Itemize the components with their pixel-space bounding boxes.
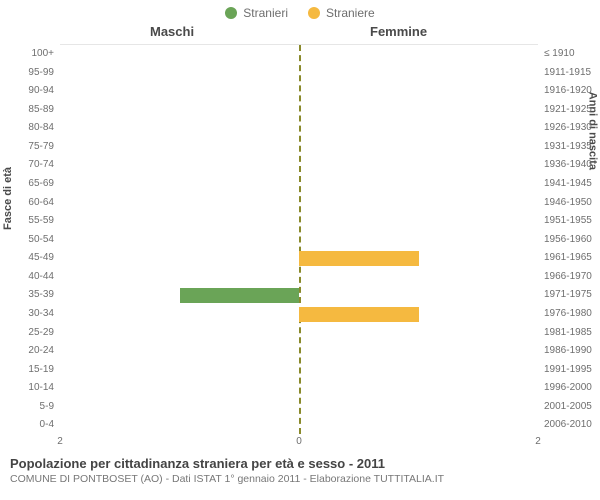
legend-label: Stranieri bbox=[243, 6, 288, 20]
age-row: 0-42006-2010 bbox=[60, 416, 538, 435]
birth-year-label: 1926-1930 bbox=[538, 119, 598, 138]
birth-year-label: ≤ 1910 bbox=[538, 45, 598, 64]
legend: Stranieri Straniere bbox=[0, 0, 600, 24]
age-row: 75-791931-1935 bbox=[60, 138, 538, 157]
legend-item: Straniere bbox=[308, 6, 375, 20]
legend-swatch bbox=[308, 7, 320, 19]
age-row: 25-291981-1985 bbox=[60, 324, 538, 343]
birth-year-label: 1941-1945 bbox=[538, 175, 598, 194]
age-row: 95-991911-1915 bbox=[60, 64, 538, 83]
caption: Popolazione per cittadinanza straniera p… bbox=[0, 450, 600, 491]
birth-year-label: 1916-1920 bbox=[538, 82, 598, 101]
age-row: 35-391971-1975 bbox=[60, 286, 538, 305]
birth-year-label: 1961-1965 bbox=[538, 249, 598, 268]
bar-female bbox=[299, 307, 419, 322]
caption-subtitle: COMUNE DI PONTBOSET (AO) - Dati ISTAT 1°… bbox=[10, 473, 590, 487]
birth-year-label: 1911-1915 bbox=[538, 64, 598, 83]
birth-year-label: 2001-2005 bbox=[538, 398, 598, 417]
age-row: 65-691941-1945 bbox=[60, 175, 538, 194]
age-label: 5-9 bbox=[6, 398, 60, 417]
age-label: 90-94 bbox=[6, 82, 60, 101]
column-title-female: Femmine bbox=[370, 24, 427, 39]
age-label: 80-84 bbox=[6, 119, 60, 138]
birth-year-label: 1921-1925 bbox=[538, 101, 598, 120]
birth-year-label: 1946-1950 bbox=[538, 194, 598, 213]
caption-title: Popolazione per cittadinanza straniera p… bbox=[10, 456, 590, 473]
age-row: 100+≤ 1910 bbox=[60, 45, 538, 64]
age-row: 50-541956-1960 bbox=[60, 231, 538, 250]
age-label: 85-89 bbox=[6, 101, 60, 120]
birth-year-label: 1971-1975 bbox=[538, 286, 598, 305]
birth-year-label: 1986-1990 bbox=[538, 342, 598, 361]
age-label: 60-64 bbox=[6, 194, 60, 213]
x-tick-label: 0 bbox=[296, 436, 302, 447]
age-row: 5-92001-2005 bbox=[60, 398, 538, 417]
x-axis: 2 0 2 bbox=[60, 434, 538, 450]
age-label: 35-39 bbox=[6, 286, 60, 305]
birth-year-label: 1931-1935 bbox=[538, 138, 598, 157]
birth-year-label: 1981-1985 bbox=[538, 324, 598, 343]
age-row: 30-341976-1980 bbox=[60, 305, 538, 324]
birth-year-label: 1966-1970 bbox=[538, 268, 598, 287]
age-label: 75-79 bbox=[6, 138, 60, 157]
birth-year-label: 1951-1955 bbox=[538, 212, 598, 231]
birth-year-label: 1991-1995 bbox=[538, 361, 598, 380]
age-label: 0-4 bbox=[6, 416, 60, 435]
x-tick-label: 2 bbox=[57, 436, 63, 447]
age-label: 95-99 bbox=[6, 64, 60, 83]
age-label: 65-69 bbox=[6, 175, 60, 194]
legend-label: Straniere bbox=[326, 6, 375, 20]
age-row: 20-241986-1990 bbox=[60, 342, 538, 361]
birth-year-label: 1956-1960 bbox=[538, 231, 598, 250]
age-label: 50-54 bbox=[6, 231, 60, 250]
age-label: 45-49 bbox=[6, 249, 60, 268]
column-title-male: Maschi bbox=[150, 24, 194, 39]
age-row: 45-491961-1965 bbox=[60, 249, 538, 268]
x-tick-label: 2 bbox=[535, 436, 541, 447]
birth-year-label: 2006-2010 bbox=[538, 416, 598, 435]
bar-male bbox=[180, 288, 300, 303]
age-label: 100+ bbox=[6, 45, 60, 64]
age-label: 40-44 bbox=[6, 268, 60, 287]
age-label: 55-59 bbox=[6, 212, 60, 231]
legend-item: Stranieri bbox=[225, 6, 288, 20]
age-row: 60-641946-1950 bbox=[60, 194, 538, 213]
age-row: 55-591951-1955 bbox=[60, 212, 538, 231]
age-label: 15-19 bbox=[6, 361, 60, 380]
age-label: 20-24 bbox=[6, 342, 60, 361]
age-label: 30-34 bbox=[6, 305, 60, 324]
age-label: 25-29 bbox=[6, 324, 60, 343]
age-row: 40-441966-1970 bbox=[60, 268, 538, 287]
age-row: 10-141996-2000 bbox=[60, 379, 538, 398]
age-row: 80-841926-1930 bbox=[60, 119, 538, 138]
age-row: 70-741936-1940 bbox=[60, 156, 538, 175]
column-titles: Maschi Femmine bbox=[0, 24, 600, 44]
age-label: 70-74 bbox=[6, 156, 60, 175]
age-row: 90-941916-1920 bbox=[60, 82, 538, 101]
plot-area: 100+≤ 191095-991911-191590-941916-192085… bbox=[60, 44, 538, 434]
legend-swatch bbox=[225, 7, 237, 19]
birth-year-label: 1936-1940 bbox=[538, 156, 598, 175]
birth-year-label: 1976-1980 bbox=[538, 305, 598, 324]
bar-female bbox=[299, 251, 419, 266]
population-pyramid-chart: StranieriStraniere Maschi Femmine Fasce … bbox=[0, 0, 600, 500]
age-row: 85-891921-1925 bbox=[60, 101, 538, 120]
birth-year-label: 1996-2000 bbox=[538, 379, 598, 398]
age-label: 10-14 bbox=[6, 379, 60, 398]
age-row: 15-191991-1995 bbox=[60, 361, 538, 380]
